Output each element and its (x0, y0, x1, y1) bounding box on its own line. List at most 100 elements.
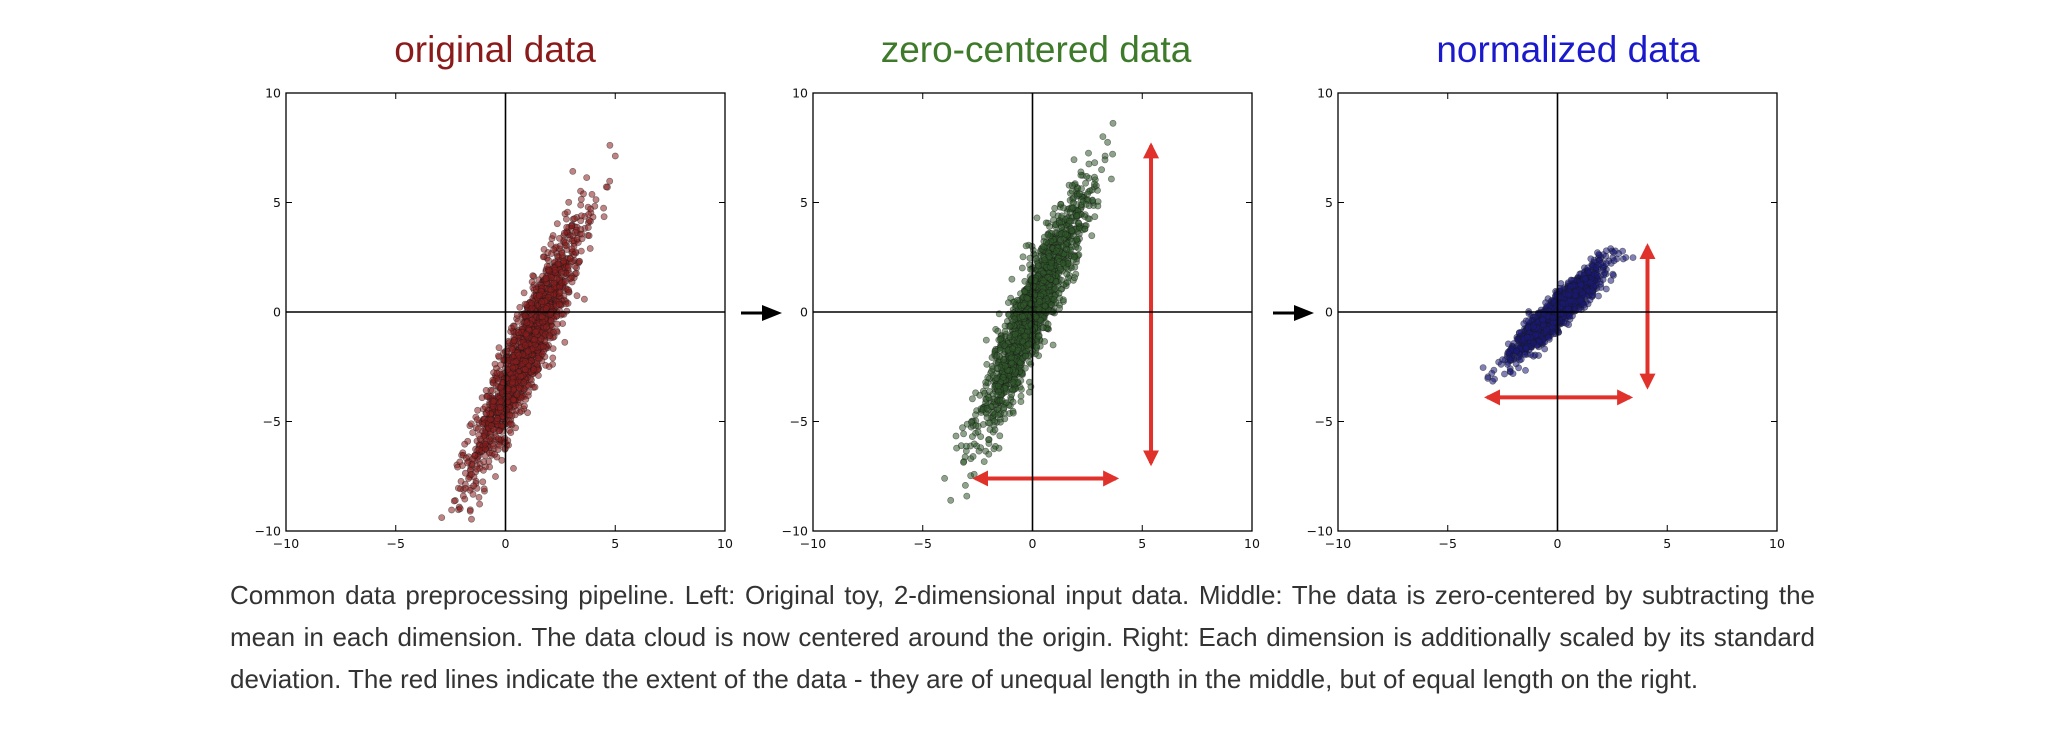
data-point (522, 357, 529, 365)
data-point (1581, 274, 1589, 282)
data-point (969, 453, 977, 460)
data-point (960, 430, 967, 438)
data-point (1577, 296, 1584, 304)
data-point (1589, 287, 1596, 295)
data-point (1035, 305, 1043, 313)
data-point (1041, 338, 1048, 345)
data-point (975, 447, 983, 455)
data-point (1009, 409, 1017, 417)
data-point (1018, 264, 1026, 272)
y-tick-label: 10 (1317, 86, 1333, 101)
data-point (521, 312, 529, 320)
data-point (1051, 285, 1059, 293)
data-point (529, 272, 537, 280)
data-point (584, 224, 592, 231)
data-point (1009, 378, 1017, 386)
points-zero-centered (941, 119, 1117, 504)
data-point (979, 421, 987, 428)
data-point (545, 256, 552, 264)
data-point (1549, 313, 1557, 321)
data-point (538, 350, 546, 358)
data-point (1019, 253, 1027, 261)
data-point (461, 469, 469, 477)
data-point (535, 372, 542, 379)
data-point (525, 382, 533, 389)
data-point (576, 257, 583, 265)
data-point (563, 223, 571, 231)
data-point (1070, 156, 1078, 164)
data-point (1068, 227, 1076, 234)
data-point (1602, 285, 1610, 293)
data-point (972, 411, 979, 419)
data-point (1522, 366, 1529, 374)
data-point (974, 428, 982, 436)
data-point (986, 419, 994, 427)
data-point (1024, 295, 1031, 302)
data-point (471, 452, 479, 459)
data-point (1101, 156, 1109, 164)
data-point (1050, 296, 1058, 303)
data-point (982, 378, 990, 386)
data-point (1073, 212, 1081, 220)
x-tick-label: 10 (1244, 536, 1260, 551)
data-point (545, 267, 553, 274)
data-point (1595, 251, 1603, 258)
data-point (497, 397, 505, 405)
data-point (1025, 340, 1033, 348)
data-point (1044, 320, 1052, 328)
data-point (482, 386, 490, 394)
data-point (991, 426, 999, 434)
data-point (585, 232, 593, 240)
data-point (1073, 235, 1081, 243)
data-point (1091, 173, 1098, 181)
data-point (461, 495, 469, 503)
data-point (1032, 342, 1040, 350)
data-point (473, 416, 481, 423)
data-point (611, 152, 619, 160)
x-tick-label: 0 (1029, 536, 1037, 551)
data-point (494, 352, 502, 360)
data-point (962, 481, 969, 489)
data-point (528, 304, 536, 312)
data-point (564, 299, 572, 307)
data-point (494, 435, 502, 442)
data-point (1108, 175, 1115, 183)
data-point (1000, 404, 1008, 411)
data-point (565, 198, 573, 206)
data-point (969, 395, 976, 403)
data-point (514, 317, 522, 325)
data-point (1068, 182, 1076, 189)
data-point (1501, 370, 1508, 378)
data-point (1084, 215, 1092, 222)
data-point (1595, 292, 1602, 300)
data-point (556, 234, 563, 242)
data-point (1022, 352, 1029, 360)
data-point (1060, 296, 1067, 304)
data-point (1088, 232, 1096, 240)
data-point (486, 463, 493, 471)
data-point (1559, 300, 1567, 307)
data-point (1082, 179, 1089, 187)
data-point (1523, 333, 1531, 341)
data-point (470, 482, 477, 490)
data-point (1035, 262, 1042, 270)
data-point (531, 383, 539, 391)
data-point (481, 403, 489, 411)
data-point (1026, 388, 1033, 396)
y-tick-label: −10 (255, 524, 281, 539)
data-point (1035, 332, 1043, 340)
data-point (1610, 248, 1617, 256)
data-point (1579, 289, 1587, 296)
data-point (506, 411, 514, 419)
data-point (571, 215, 578, 223)
data-point (1060, 204, 1067, 212)
data-point (524, 347, 532, 355)
data-point (553, 312, 561, 320)
data-point (521, 402, 528, 410)
data-point (563, 307, 571, 315)
data-point (983, 405, 991, 412)
data-point (489, 376, 497, 384)
y-tick-label: −10 (1307, 524, 1333, 539)
data-point (493, 414, 501, 422)
